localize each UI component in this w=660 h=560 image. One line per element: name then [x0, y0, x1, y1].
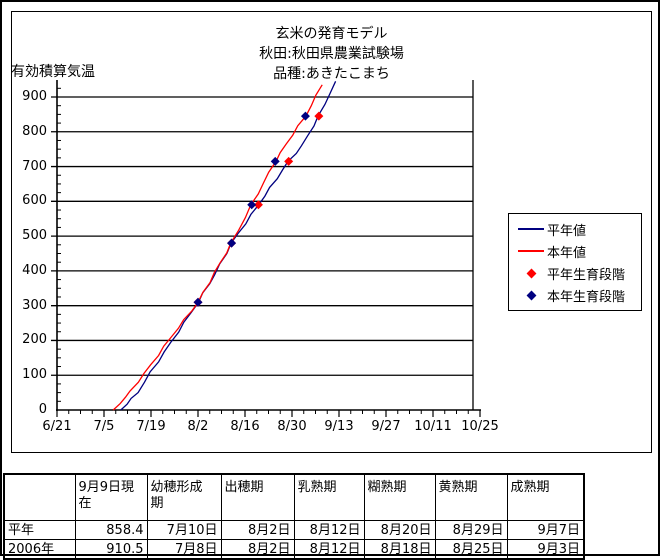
series-line-平年値 [120, 81, 337, 411]
chart-title: 玄米の発育モデル 秋田:秋田県農業試験場 品種:あきたこまち [11, 24, 652, 84]
legend-diamond-icon [515, 290, 547, 300]
table-header-cell: 黄熟期 [434, 473, 508, 521]
y-tick-label: 500 [22, 228, 47, 244]
legend: 平年値本年値平年生育段階 本年生育段階 [508, 213, 642, 311]
y-tick-label: 900 [22, 89, 47, 104]
table-cell: 858.4 [74, 520, 148, 540]
table-row-label: 平年 [3, 520, 76, 540]
x-tick-label: 8/2 [187, 419, 209, 434]
table-cell: 8月25日 [434, 539, 508, 560]
table-row-label: 2006年 [3, 539, 76, 560]
table-cell: 9月3日 [506, 539, 585, 560]
table-row: 平年 858.4 7月10日 8月2日 8月12日 8月20日 8月29日 9月7日 [3, 520, 585, 540]
table-cell: 8月12日 [293, 539, 365, 560]
table-row: 2006年 910.5 7月8日 8月2日 8月12日 8月18日 8月25日 9月3日 [3, 539, 585, 560]
marker-本年生育段階 [247, 200, 257, 210]
table-cell: 8月18日 [363, 539, 436, 560]
chart-title-line2: 秋田:秋田県農業試験場 [259, 46, 404, 62]
table-cell: 8月29日 [434, 520, 508, 540]
y-tick-label: 0 [38, 402, 47, 417]
legend-diamond-icon [515, 268, 547, 278]
y-tick-label: 600 [22, 193, 47, 209]
x-tick-label: 9/13 [324, 419, 354, 434]
x-tick-label: 6/21 [42, 419, 72, 434]
series-line-本年値 [112, 84, 323, 411]
table-header-cell: 幼穂形成期 [146, 473, 222, 521]
legend-marker-shape [526, 290, 536, 300]
table-cell: 9月7日 [506, 520, 585, 540]
y-tick-label: 800 [22, 123, 47, 139]
legend-label: 平年値 [547, 223, 587, 239]
y-tick-label: 200 [22, 332, 47, 348]
table-cell: 8月20日 [363, 520, 436, 540]
legend-item: 本年値 [509, 240, 641, 262]
marker-本年生育段階 [227, 238, 237, 248]
y-tick-label: 100 [22, 367, 47, 383]
marker-本年生育段階 [193, 297, 203, 307]
table-header-cell: 糊熟期 [363, 473, 436, 521]
marker-平年生育段階 [284, 156, 294, 166]
x-tick-label: 7/5 [93, 419, 115, 434]
x-tick-label: 8/30 [277, 419, 307, 434]
table-header-cell [3, 473, 76, 521]
legend-item: 本年生育段階 [509, 284, 641, 306]
marker-本年生育段階 [270, 156, 280, 166]
x-tick-label: 10/25 [461, 419, 499, 434]
table-header-cell: 出穂期 [220, 473, 295, 521]
table-header-cell: 乳熟期 [293, 473, 365, 521]
table-header-row: 9月9日現在 幼穂形成期 出穂期 乳熟期 糊熟期 黄熟期 成熟期 [3, 473, 585, 521]
y-tick-label: 700 [22, 158, 47, 174]
x-tick-label: 10/11 [414, 419, 452, 434]
legend-line-sample-icon [515, 228, 547, 230]
table-cell: 7月10日 [146, 520, 222, 540]
y-tick-label: 300 [22, 297, 47, 313]
legend-item: 平年値 [509, 218, 641, 240]
chart-title-line1: 玄米の発育モデル [275, 26, 388, 42]
legend-label: 本年値 [547, 245, 587, 261]
legend-marker-shape [526, 268, 536, 278]
x-tick-label: 7/19 [136, 419, 166, 434]
legend-marker-shape [518, 250, 544, 252]
table-header-cell: 9月9日現在 [74, 473, 148, 521]
table-cell: 8月2日 [220, 520, 295, 540]
legend-label: 平年生育段階 [547, 267, 626, 283]
legend-item: 平年生育段階 [509, 262, 641, 284]
plot-svg [51, 80, 481, 417]
table-cell: 910.5 [74, 539, 148, 560]
x-tick-label: 9/27 [371, 419, 401, 434]
y-axis-title: 有効積算気温 [11, 64, 95, 80]
legend-line-sample-icon [515, 250, 547, 252]
table-cell: 7月8日 [146, 539, 222, 560]
legend-label: 本年生育段階 [547, 289, 626, 305]
y-tick-label: 400 [22, 262, 47, 278]
marker-平年生育段階 [314, 111, 324, 121]
marker-平年生育段階 [253, 200, 263, 210]
growth-stage-table: 9月9日現在 幼穂形成期 出穂期 乳熟期 糊熟期 黄熟期 成熟期 平年 858.4 7月10日 8… [3, 473, 585, 560]
legend-marker-shape [518, 228, 544, 230]
chart-title-line3: 品種:あきたこまち [273, 66, 390, 82]
x-tick-label: 8/16 [230, 419, 260, 434]
table-cell: 8月12日 [293, 520, 365, 540]
table-header-cell: 成熟期 [506, 473, 585, 521]
marker-本年生育段階 [300, 111, 310, 121]
table-cell: 8月2日 [220, 539, 295, 560]
